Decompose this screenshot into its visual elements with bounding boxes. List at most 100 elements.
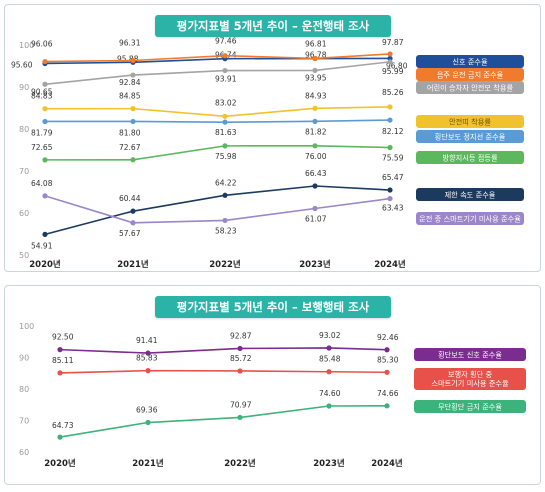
data-label: 85.48 bbox=[319, 355, 341, 364]
data-point bbox=[130, 208, 136, 214]
legend-label: 횡단보도 정지선 준수율 bbox=[435, 133, 506, 142]
data-point bbox=[130, 57, 136, 64]
data-label: 85.11 bbox=[52, 356, 74, 365]
x-tick-label: 2020년 bbox=[29, 259, 61, 270]
legend-swatch bbox=[416, 81, 524, 94]
data-label: 84.93 bbox=[305, 91, 327, 100]
chart-title: 평가지표별 5개년 추이 – 보행행태 조사 bbox=[155, 296, 391, 318]
data-point bbox=[145, 419, 151, 426]
data-point bbox=[42, 118, 48, 125]
y-tick-label: 70 bbox=[19, 167, 29, 176]
legend-swatch bbox=[416, 130, 524, 143]
pedestrian-behavior-panel: 100 90 80 70 60 2020년 2021년 2022년 2023년 2024년 92.5… bbox=[4, 285, 541, 485]
data-point bbox=[42, 193, 48, 199]
data-label: 97.46 bbox=[215, 37, 237, 46]
data-label: 64.73 bbox=[52, 421, 74, 430]
legend-swatch bbox=[414, 368, 526, 390]
driving-behavior-panel: 100 90 80 70 60 50 2020년 2021년 2022년 2023년 2024년 95… bbox=[4, 4, 541, 272]
data-point bbox=[237, 368, 243, 374]
y-tick-label: 100 bbox=[19, 41, 34, 50]
x-tick-label: 2023년 bbox=[299, 259, 331, 270]
data-point bbox=[42, 106, 48, 112]
data-label: 75.59 bbox=[382, 154, 404, 163]
data-point bbox=[130, 106, 136, 112]
data-label: 72.65 bbox=[31, 143, 53, 152]
x-tick-label: 2024년 bbox=[371, 458, 403, 469]
data-label: 66.43 bbox=[305, 169, 327, 178]
data-point bbox=[130, 220, 136, 226]
data-label: 70.97 bbox=[230, 400, 252, 409]
data-point bbox=[145, 350, 151, 356]
legend-label: 어린이 승차자 안전모 착용률 bbox=[427, 84, 514, 93]
data-label: 61.07 bbox=[305, 215, 327, 224]
series-line-보행자-횡단-중-스마트기기-미사용-준수율 bbox=[59, 369, 388, 374]
data-point bbox=[57, 347, 63, 353]
data-point bbox=[387, 51, 393, 57]
data-point bbox=[42, 231, 48, 237]
data-point bbox=[222, 143, 228, 149]
data-point bbox=[384, 369, 390, 375]
x-tick-label: 2020년 bbox=[44, 458, 76, 469]
x-tick-label: 2021년 bbox=[117, 259, 149, 270]
legend-label: 스마트기기 미사용 준수율 bbox=[431, 379, 509, 388]
series-line-무단횡단-금지-준수율 bbox=[59, 405, 388, 438]
legend-label: 방향지시등 점등률 bbox=[442, 154, 498, 163]
data-label: 85.83 bbox=[136, 354, 158, 363]
legend-label: 제한 속도 준수율 bbox=[445, 191, 496, 200]
data-point bbox=[312, 205, 318, 212]
legend-swatch bbox=[414, 348, 526, 361]
legend-swatch bbox=[416, 188, 524, 201]
chart-title: 평가지표별 5개년 추이 – 운전행태 조사 bbox=[155, 15, 391, 37]
data-point bbox=[130, 72, 136, 78]
y-tick-label: 60 bbox=[19, 209, 29, 218]
legend-label: 운전 중 스마트기기 미사용 준수율 bbox=[419, 215, 521, 224]
data-point bbox=[42, 157, 48, 163]
data-point bbox=[42, 81, 48, 87]
data-point bbox=[222, 113, 228, 119]
legend-label: 보행자 횡단 중 bbox=[448, 370, 493, 379]
data-label: 81.80 bbox=[119, 128, 141, 137]
data-label: 81.79 bbox=[31, 128, 53, 137]
data-point bbox=[312, 118, 318, 124]
data-label: 96.78 bbox=[305, 51, 327, 60]
data-label: 85.72 bbox=[230, 354, 252, 363]
legend-label: 음주 운전 금지 준수율 bbox=[437, 71, 504, 80]
x-tick-label: 2023년 bbox=[313, 458, 345, 469]
data-point bbox=[130, 118, 136, 125]
data-label: 92.46 bbox=[377, 333, 399, 342]
data-point bbox=[130, 157, 136, 163]
data-label: 54.91 bbox=[31, 241, 53, 250]
data-label: 74.60 bbox=[319, 389, 341, 398]
pedestrian-behavior-chart: 100 90 80 70 60 2020년 2021년 2022년 2023년 2024년 92.5… bbox=[19, 322, 526, 469]
data-point bbox=[222, 217, 228, 224]
data-label: 96.06 bbox=[31, 40, 53, 49]
data-label: 65.47 bbox=[382, 173, 404, 182]
legend-swatch bbox=[416, 151, 524, 164]
data-point bbox=[222, 192, 228, 198]
data-label: 74.66 bbox=[377, 389, 399, 398]
data-point bbox=[312, 183, 318, 189]
data-label: 95.60 bbox=[11, 60, 33, 69]
data-point bbox=[387, 187, 393, 193]
data-point bbox=[237, 345, 243, 352]
series-line-횡단보도-신호-준수율 bbox=[59, 347, 388, 354]
x-tick-label: 2024년 bbox=[374, 259, 406, 270]
data-label: 60.44 bbox=[119, 194, 141, 203]
y-tick-label: 90 bbox=[19, 354, 29, 363]
data-point bbox=[384, 403, 390, 409]
data-point bbox=[387, 104, 393, 110]
data-label: 58.23 bbox=[215, 226, 237, 235]
x-tick-label: 2022년 bbox=[224, 458, 256, 469]
data-label: 75.98 bbox=[215, 152, 237, 161]
series-line-안전띠-착용률 bbox=[44, 106, 391, 118]
legend-swatch bbox=[416, 115, 524, 128]
data-label: 81.82 bbox=[305, 127, 327, 136]
data-label: 92.84 bbox=[119, 78, 141, 87]
data-point bbox=[387, 59, 393, 65]
legend-swatch bbox=[416, 212, 524, 225]
data-label: 96.31 bbox=[119, 38, 141, 47]
data-label: 96.81 bbox=[305, 39, 327, 48]
data-label: 84.83 bbox=[31, 92, 53, 101]
data-label: 84.85 bbox=[119, 92, 141, 101]
legend-label: 신호 준수율 bbox=[452, 58, 488, 67]
